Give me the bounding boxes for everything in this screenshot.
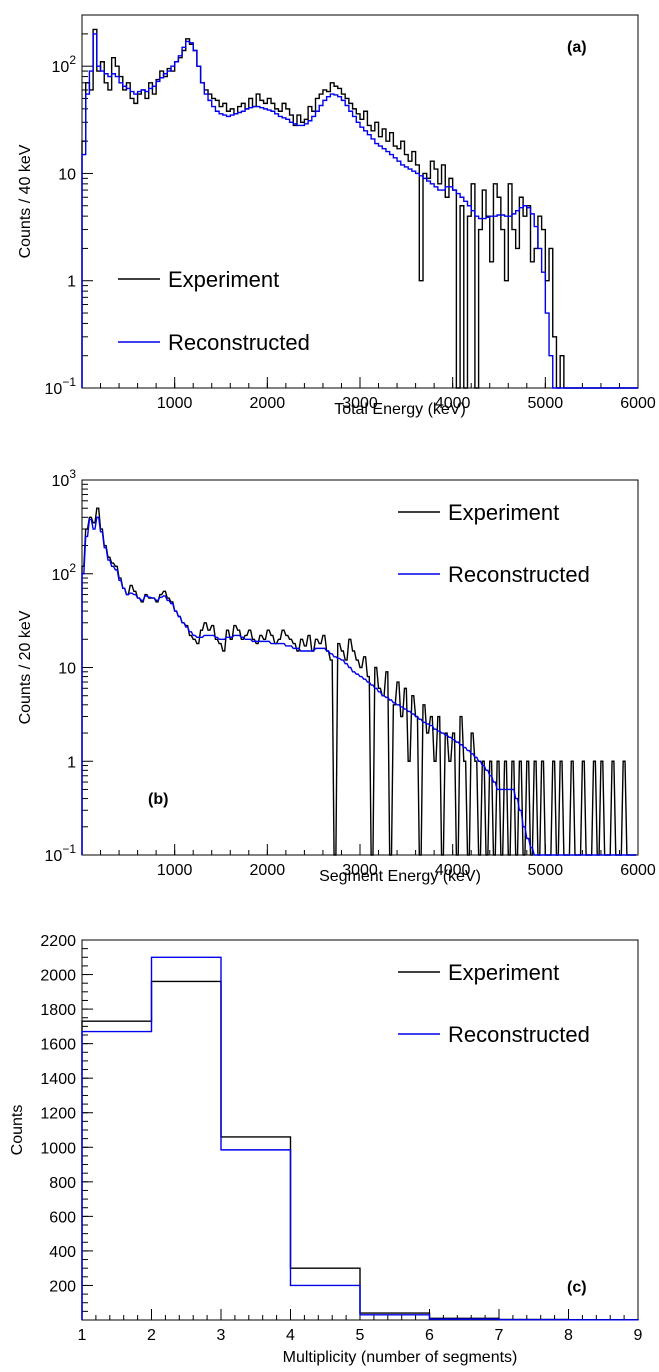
x-tick-label: 4000 [435, 862, 471, 879]
x-tick-label: 2000 [250, 862, 286, 879]
x-tick-label: 1 [78, 1327, 87, 1344]
series-line-reconstructed [81, 516, 637, 856]
x-tick-label: 4000 [435, 395, 471, 412]
y-tick-base: 10 [52, 59, 70, 76]
x-tick-label: 6000 [620, 862, 656, 879]
y-tick-label: 1400 [40, 1071, 76, 1088]
panel-label: (a) [567, 39, 587, 56]
x-tick-label: 9 [634, 1327, 643, 1344]
x-tick-label: 3000 [342, 395, 378, 412]
y-tick-exponent: −1 [62, 375, 76, 389]
panel-label: (c) [567, 1279, 587, 1296]
y-tick-base: 10 [52, 567, 70, 584]
y-tick-label: 1200 [40, 1106, 76, 1123]
legend-label: Experiment [448, 960, 559, 985]
series-line-reconstructed [81, 956, 639, 1321]
y-tick-label: 1600 [40, 1037, 76, 1054]
y-tick-label: 1 [67, 274, 76, 291]
series-line-experiment [81, 28, 638, 389]
y-tick-exponent: −1 [62, 842, 76, 856]
y-axis-title: Counts / 20 keV [17, 610, 34, 724]
y-tick-label: 10−1 [45, 842, 77, 865]
legend-label: Reconstructed [448, 562, 590, 587]
x-tick-label: 7 [495, 1327, 504, 1344]
y-tick-label: 800 [49, 1175, 76, 1192]
y-tick-base: 10 [45, 381, 63, 398]
y-tick-label: 102 [52, 561, 77, 584]
y-tick-label: 1000 [40, 1140, 76, 1157]
y-tick-base: 1000 [40, 1140, 76, 1157]
panel-label: (b) [148, 791, 168, 808]
y-tick-label: 2200 [40, 933, 76, 950]
x-tick-label: 6000 [620, 395, 656, 412]
x-tick-label: 5000 [528, 395, 564, 412]
x-tick-label: 5000 [528, 862, 564, 879]
plot-frame [81, 14, 639, 389]
y-tick-label: 10 [58, 166, 76, 183]
x-tick-label: 1000 [157, 395, 193, 412]
y-tick-label: 1 [67, 754, 76, 771]
legend-label: Experiment [448, 500, 559, 525]
y-tick-label: 1800 [40, 1002, 76, 1019]
y-tick-exponent: 3 [69, 467, 76, 481]
x-tick-label: 1000 [157, 862, 193, 879]
y-tick-base: 1800 [40, 1002, 76, 1019]
y-tick-label: 102 [52, 53, 77, 76]
y-tick-base: 800 [49, 1175, 76, 1192]
y-tick-base: 2000 [40, 968, 76, 985]
y-tick-label: 200 [49, 1278, 76, 1295]
x-tick-label: 5 [356, 1327, 365, 1344]
series-line-experiment [81, 507, 637, 856]
legend-label: Experiment [168, 267, 279, 292]
y-tick-base: 600 [49, 1209, 76, 1226]
series-line-reconstructed [81, 33, 638, 389]
y-tick-base: 10 [52, 473, 70, 490]
y-tick-label: 2000 [40, 968, 76, 985]
y-tick-exponent: 2 [69, 561, 76, 575]
x-tick-label: 2 [147, 1327, 156, 1344]
y-tick-base: 1200 [40, 1106, 76, 1123]
y-tick-label: 10−1 [45, 375, 77, 398]
y-tick-base: 1400 [40, 1071, 76, 1088]
x-tick-label: 4 [286, 1327, 295, 1344]
chart-panel: 1 2 3 4 5 6 7 8 9 200 400 600 800 1000 1200 1400 1600 180… [9, 933, 643, 1366]
y-tick-base: 200 [49, 1278, 76, 1295]
legend-label: Reconstructed [448, 1022, 590, 1047]
y-axis-title: Counts [9, 1105, 26, 1156]
plot-frame [81, 939, 639, 1321]
x-tick-label: 2000 [250, 395, 286, 412]
chart-panel: 1000 2000 3000 4000 5000 600010−1110102103Seg… [17, 467, 656, 885]
y-tick-base: 10 [58, 166, 76, 183]
y-tick-base: 10 [58, 661, 76, 678]
x-tick-label: 8 [564, 1327, 573, 1344]
y-tick-label: 103 [52, 467, 77, 490]
x-axis-title: Multiplicity (number of segments) [283, 1349, 518, 1366]
x-tick-label: 3 [217, 1327, 226, 1344]
y-tick-base: 400 [49, 1244, 76, 1261]
y-tick-base: 1 [67, 274, 76, 291]
y-tick-exponent: 2 [69, 53, 76, 67]
legend-label: Reconstructed [168, 330, 310, 355]
x-axis-title: Total Energy (keV) [334, 401, 466, 418]
y-tick-base: 2200 [40, 933, 76, 950]
y-tick-base: 1 [67, 754, 76, 771]
y-tick-base: 1600 [40, 1037, 76, 1054]
x-tick-label: 3000 [342, 862, 378, 879]
y-tick-base: 10 [45, 848, 63, 865]
chart-panel: 1000 2000 3000 4000 5000 600010−1110102Total … [17, 14, 656, 418]
y-tick-label: 10 [58, 661, 76, 678]
x-axis-title: Segment Energy (keV) [319, 868, 481, 885]
y-tick-label: 600 [49, 1209, 76, 1226]
x-tick-label: 6 [425, 1327, 434, 1344]
y-axis-title: Counts / 40 keV [17, 144, 34, 258]
y-tick-label: 400 [49, 1244, 76, 1261]
